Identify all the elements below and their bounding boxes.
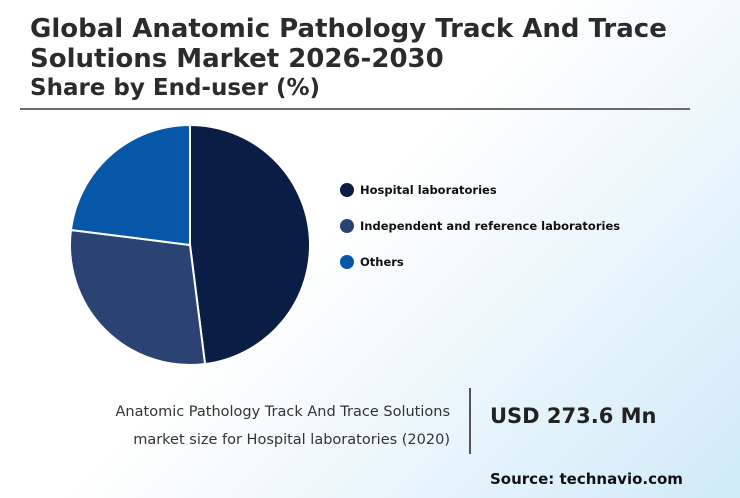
market-size-caption: Anatomic Pathology Track And Trace Solut… (60, 398, 450, 454)
legend-item: Independent and reference laboratories (340, 208, 620, 244)
source-credit: Source: technavio.com (490, 470, 683, 488)
title-divider (20, 108, 690, 110)
legend-swatch (340, 219, 354, 233)
legend-label: Independent and reference laboratories (360, 219, 621, 233)
chart-legend: Hospital laboratories Independent and ref… (340, 172, 620, 280)
pie-chart (69, 123, 311, 366)
pie-slice-others (69, 123, 191, 247)
pie-slice-hospital-laboratories (189, 123, 311, 366)
chart-title: Global Anatomic Pathology Track And Trac… (30, 14, 667, 74)
pie-slice-independent-and-reference-laboratories (69, 228, 207, 366)
market-size-value: USD 273.6 Mn (490, 404, 657, 428)
caption-divider (469, 388, 471, 454)
legend-label: Others (360, 255, 404, 269)
caption-line-1: Anatomic Pathology Track And Trace Solut… (115, 404, 450, 420)
legend-swatch (340, 255, 354, 269)
legend-item: Others (340, 244, 620, 280)
legend-item: Hospital laboratories (340, 172, 620, 208)
caption-line-2: market size for Hospital laboratories (2… (133, 432, 450, 448)
legend-label: Hospital laboratories (360, 183, 497, 197)
legend-swatch (340, 183, 354, 197)
chart-subtitle: Share by End-user (%) (30, 75, 321, 101)
